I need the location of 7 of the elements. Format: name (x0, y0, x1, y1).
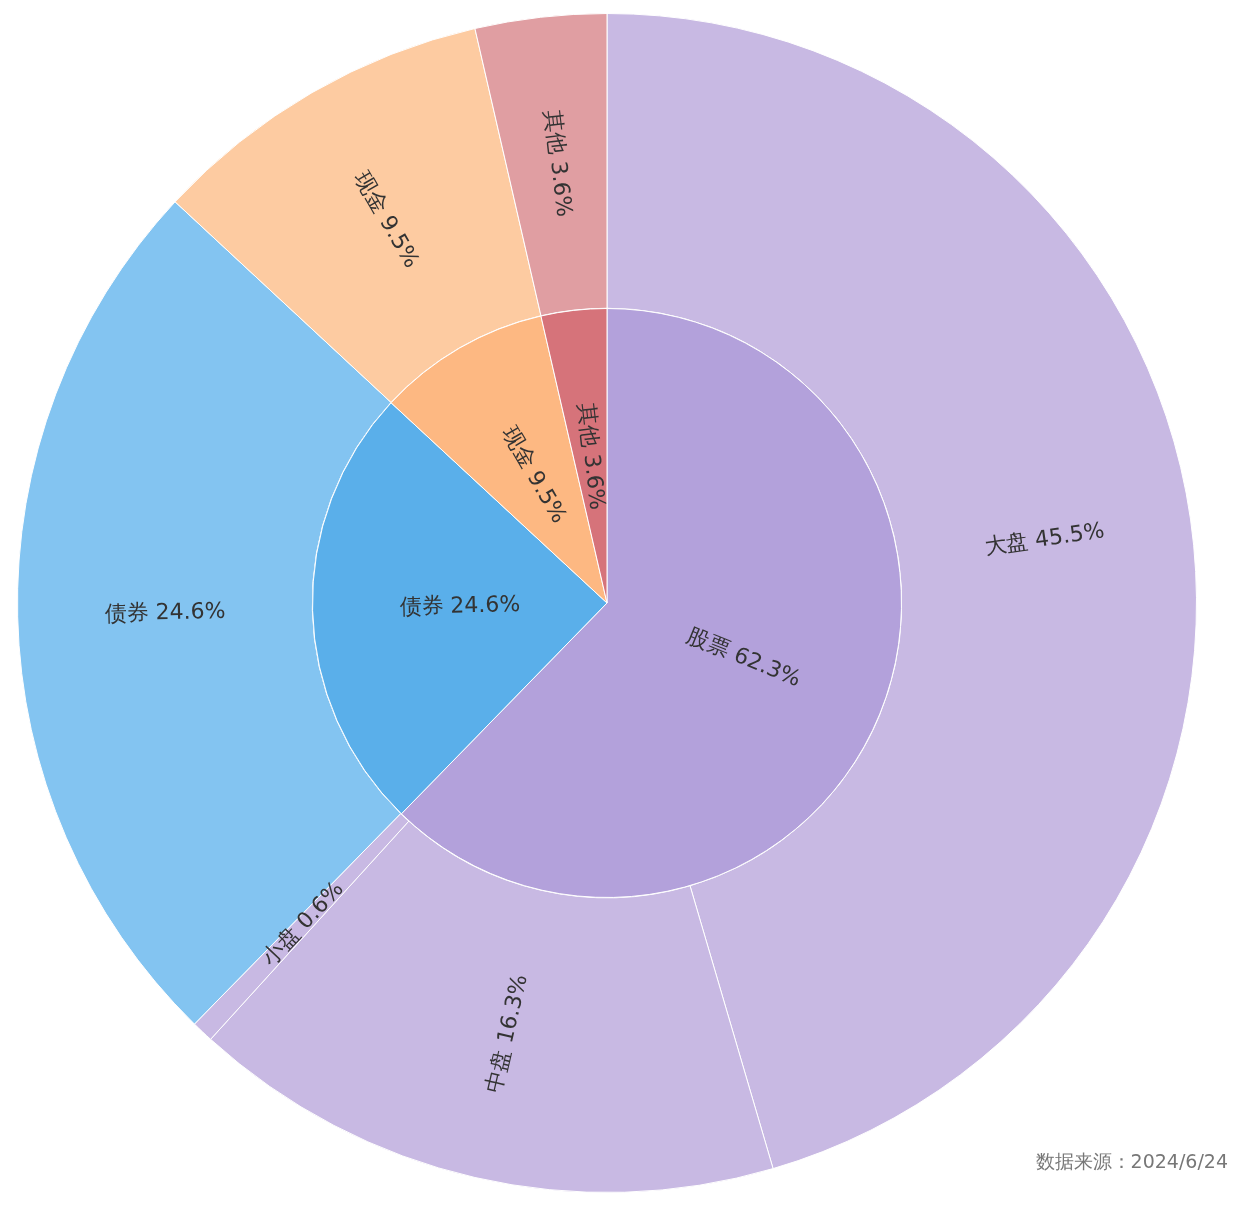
slice-label: 其他 3.6% (573, 402, 611, 511)
slice-label: 债券 24.6% (399, 590, 521, 619)
slice-label: 大盘 45.5% (982, 517, 1106, 560)
slice-label: 其他 3.6% (540, 109, 578, 218)
source-note: 数据来源：2024/6/24 (1035, 1149, 1228, 1172)
slice-label: 中盘 16.3% (480, 971, 532, 1096)
slice-label: 债券 24.6% (104, 597, 226, 626)
